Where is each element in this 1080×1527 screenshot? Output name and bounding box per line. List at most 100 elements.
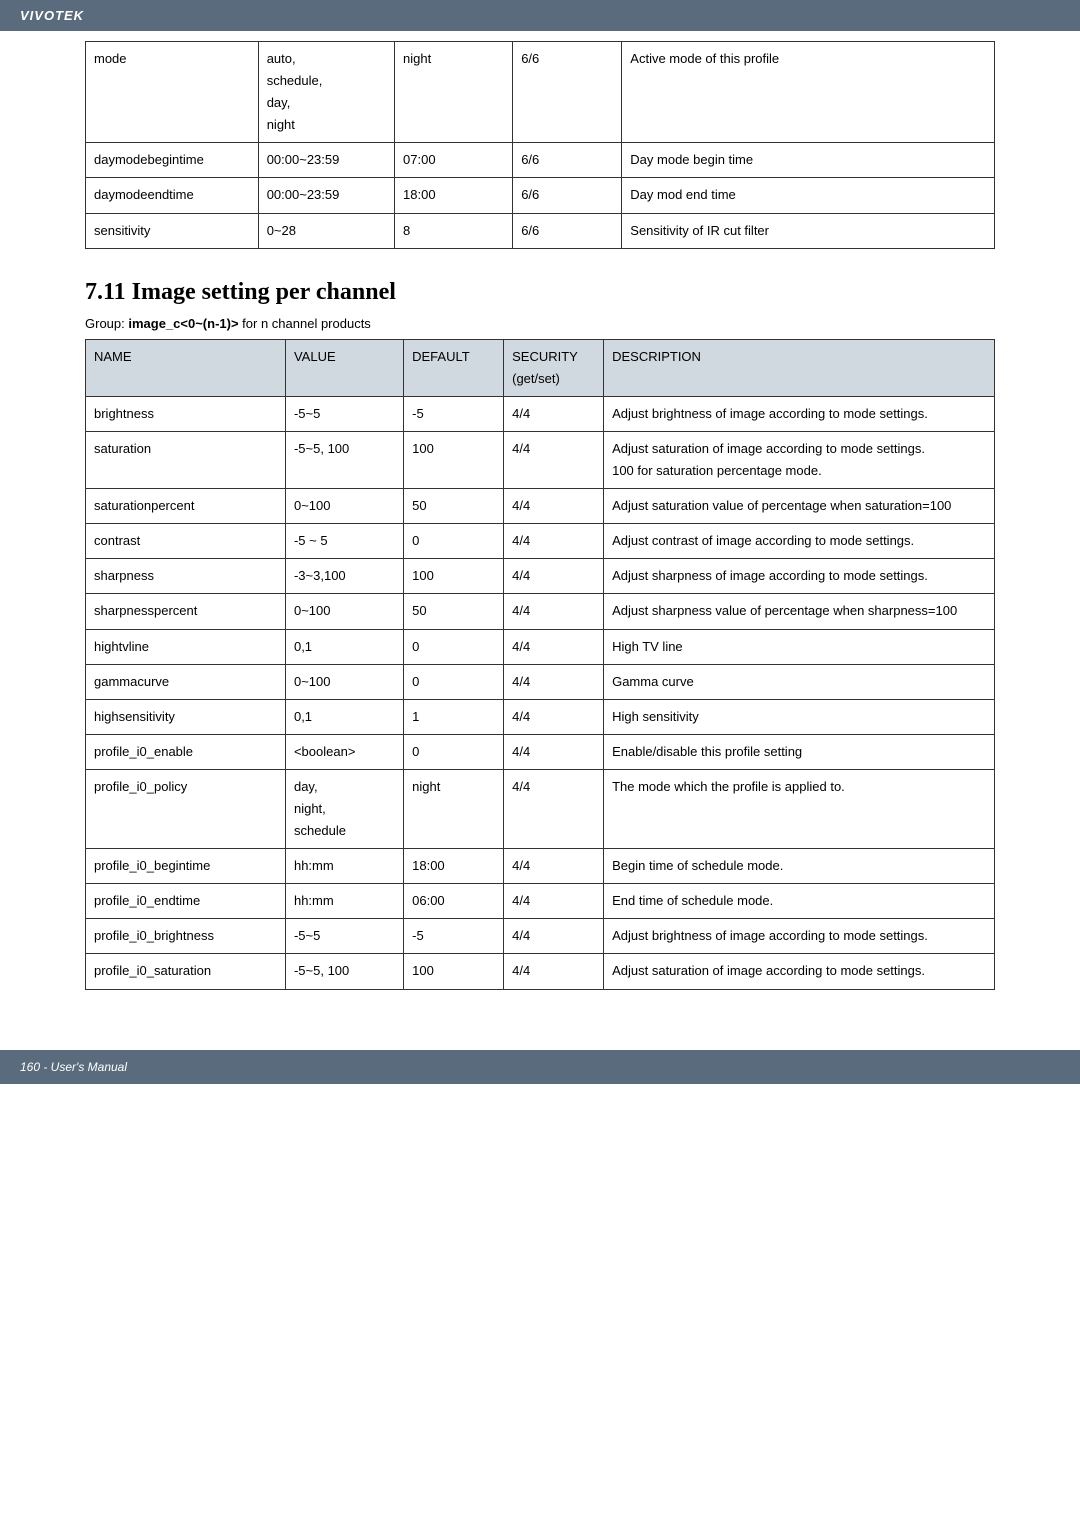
table-cell: mode xyxy=(86,42,259,143)
table-cell: 4/4 xyxy=(504,594,604,629)
table-cell: Gamma curve xyxy=(604,664,995,699)
table-row: saturationpercent0~100504/4Adjust satura… xyxy=(86,489,995,524)
ircut-table: modeauto, schedule, day, nightnight6/6Ac… xyxy=(85,41,995,249)
table-cell: day, night, schedule xyxy=(285,769,403,848)
table-row: profile_i0_begintimehh:mm18:004/4Begin t… xyxy=(86,849,995,884)
table-cell: 0~100 xyxy=(285,664,403,699)
table-cell: -5~5 xyxy=(285,396,403,431)
table-cell: 0,1 xyxy=(285,629,403,664)
table-cell: sharpness xyxy=(86,559,286,594)
table-cell: 18:00 xyxy=(395,178,513,213)
table-cell: 0 xyxy=(404,664,504,699)
table-cell: 4/4 xyxy=(504,734,604,769)
table-cell: highsensitivity xyxy=(86,699,286,734)
table-cell: 4/4 xyxy=(504,629,604,664)
table-row: profile_i0_enable<boolean>04/4Enable/dis… xyxy=(86,734,995,769)
brand-label: VIVOTEK xyxy=(20,8,84,23)
table-cell: 0~100 xyxy=(285,489,403,524)
footer-text: 160 - User's Manual xyxy=(20,1060,127,1074)
table-cell: 0 xyxy=(404,629,504,664)
table-row: hightvline0,104/4High TV line xyxy=(86,629,995,664)
table-row: gammacurve0~10004/4Gamma curve xyxy=(86,664,995,699)
table-header-cell: DESCRIPTION xyxy=(604,339,995,396)
table-row: sharpness-3~3,1001004/4Adjust sharpness … xyxy=(86,559,995,594)
table-cell: sensitivity xyxy=(86,213,259,248)
table-row: sharpnesspercent0~100504/4Adjust sharpne… xyxy=(86,594,995,629)
table-cell: Adjust brightness of image according to … xyxy=(604,396,995,431)
table-cell: High TV line xyxy=(604,629,995,664)
table-row: profile_i0_policyday, night, schedulenig… xyxy=(86,769,995,848)
table-cell: profile_i0_saturation xyxy=(86,954,286,989)
table-cell: saturation xyxy=(86,431,286,488)
table-cell: night xyxy=(395,42,513,143)
table-header-cell: DEFAULT xyxy=(404,339,504,396)
table-cell: 00:00~23:59 xyxy=(258,178,394,213)
table-cell: 06:00 xyxy=(404,884,504,919)
table-cell: Adjust saturation of image according to … xyxy=(604,431,995,488)
table-cell: 4/4 xyxy=(504,489,604,524)
table-cell: Adjust contrast of image according to mo… xyxy=(604,524,995,559)
table-cell: 4/4 xyxy=(504,954,604,989)
table-cell: -5 xyxy=(404,919,504,954)
table-cell: 4/4 xyxy=(504,769,604,848)
table-cell: 50 xyxy=(404,594,504,629)
table-cell: 07:00 xyxy=(395,143,513,178)
table-row: highsensitivity0,114/4High sensitivity xyxy=(86,699,995,734)
table-header-cell: SECURITY (get/set) xyxy=(504,339,604,396)
table-cell: 4/4 xyxy=(504,699,604,734)
table-cell: -5 ~ 5 xyxy=(285,524,403,559)
table-cell: night xyxy=(404,769,504,848)
table-cell: Day mod end time xyxy=(622,178,995,213)
table-cell: 4/4 xyxy=(504,664,604,699)
table-row: profile_i0_endtimehh:mm06:004/4End time … xyxy=(86,884,995,919)
table-cell: 4/4 xyxy=(504,849,604,884)
table-cell: profile_i0_enable xyxy=(86,734,286,769)
table-cell: 6/6 xyxy=(513,178,622,213)
table-cell: 0~28 xyxy=(258,213,394,248)
table-row: profile_i0_saturation-5~5, 1001004/4Adju… xyxy=(86,954,995,989)
table-cell: daymodebegintime xyxy=(86,143,259,178)
table-cell: sharpnesspercent xyxy=(86,594,286,629)
table-row: modeauto, schedule, day, nightnight6/6Ac… xyxy=(86,42,995,143)
table-cell: 50 xyxy=(404,489,504,524)
table-cell: gammacurve xyxy=(86,664,286,699)
table-cell: 4/4 xyxy=(504,559,604,594)
footer-bar: 160 - User's Manual xyxy=(0,1050,1080,1084)
table-cell: brightness xyxy=(86,396,286,431)
table-cell: Begin time of schedule mode. xyxy=(604,849,995,884)
table-cell: 18:00 xyxy=(404,849,504,884)
group-line: Group: image_c<0~(n-1)> for n channel pr… xyxy=(85,316,995,331)
table-cell: 0 xyxy=(404,734,504,769)
table-cell: Adjust sharpness value of percentage whe… xyxy=(604,594,995,629)
table-cell: 100 xyxy=(404,559,504,594)
table-cell: auto, schedule, day, night xyxy=(258,42,394,143)
section-heading: 7.11 Image setting per channel xyxy=(85,279,995,306)
table-row: daymodeendtime00:00~23:5918:006/6Day mod… xyxy=(86,178,995,213)
table-cell: 0~100 xyxy=(285,594,403,629)
table-cell: 4/4 xyxy=(504,396,604,431)
table-cell: Active mode of this profile xyxy=(622,42,995,143)
table-cell: 4/4 xyxy=(504,919,604,954)
table-cell: profile_i0_begintime xyxy=(86,849,286,884)
table-row: brightness-5~5-54/4Adjust brightness of … xyxy=(86,396,995,431)
table-cell: 6/6 xyxy=(513,42,622,143)
table-cell: 100 xyxy=(404,431,504,488)
table-row: profile_i0_brightness-5~5-54/4Adjust bri… xyxy=(86,919,995,954)
table-cell: High sensitivity xyxy=(604,699,995,734)
table-cell: 6/6 xyxy=(513,143,622,178)
table-header-row: NAMEVALUEDEFAULTSECURITY (get/set)DESCRI… xyxy=(86,339,995,396)
table-cell: hightvline xyxy=(86,629,286,664)
table-header-cell: VALUE xyxy=(285,339,403,396)
table-cell: 8 xyxy=(395,213,513,248)
header-bar: VIVOTEK xyxy=(0,0,1080,31)
table-cell: -3~3,100 xyxy=(285,559,403,594)
table-cell: Sensitivity of IR cut filter xyxy=(622,213,995,248)
table-cell: -5~5, 100 xyxy=(285,954,403,989)
table-cell: Adjust brightness of image according to … xyxy=(604,919,995,954)
group-prefix: Group: xyxy=(85,316,128,331)
table-cell: Adjust saturation of image according to … xyxy=(604,954,995,989)
table-cell: contrast xyxy=(86,524,286,559)
table-cell: 0,1 xyxy=(285,699,403,734)
table-cell: The mode which the profile is applied to… xyxy=(604,769,995,848)
table-cell: 4/4 xyxy=(504,884,604,919)
